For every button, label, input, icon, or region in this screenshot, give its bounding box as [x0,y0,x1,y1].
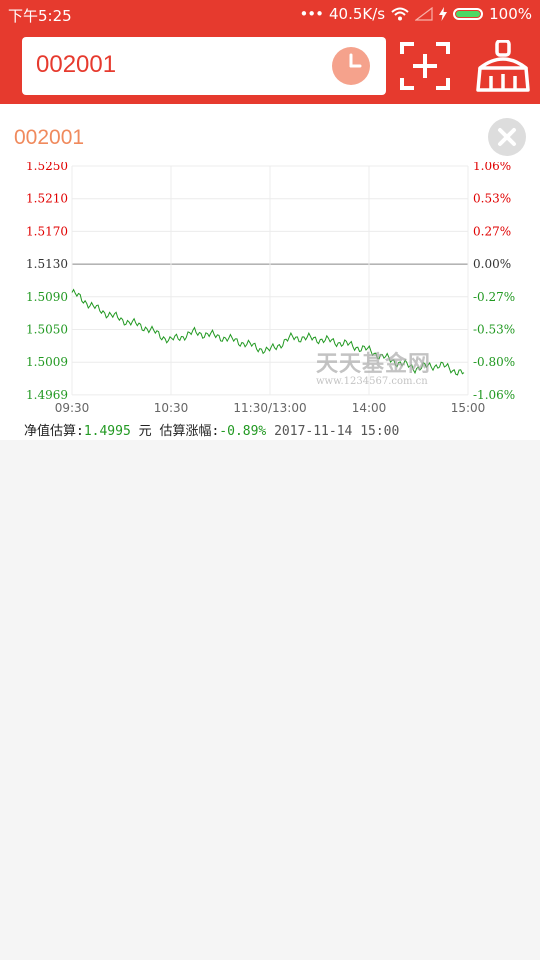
watermark-title: 天天基金网 [316,351,432,377]
y-tick-left: 1.5250 [26,162,68,173]
series-line [71,288,465,376]
y-tick-right: 0.27% [473,224,511,238]
network-speed: 40.5K/s [329,5,386,23]
date: 2017-11-14 [274,424,353,439]
y-tick-left: 1.5130 [26,257,68,271]
y-tick-left: 1.5210 [26,192,68,206]
clock-icon[interactable] [332,47,370,85]
add-frame-icon[interactable] [398,40,452,92]
battery-level: 100% [489,5,532,23]
chart-footer: 净值估算:1.4995 元 估算涨幅:-0.89% 2017-11-14 15:… [24,420,399,439]
dots-icon: ••• [299,5,324,23]
x-tick: 15:00 [451,401,486,415]
x-tick: 11:30/13:00 [233,401,306,415]
close-button[interactable] [488,118,526,156]
search-value[interactable]: 002001 [36,51,117,78]
wifi-icon [391,7,409,21]
y-tick-right: -0.80% [473,355,515,369]
nav-label: 净值估算: [24,424,84,439]
close-icon[interactable] [488,118,526,156]
y-tick-right: 0.00% [473,257,511,271]
charging-icon [439,7,448,21]
y-tick-right: -0.27% [473,290,515,304]
intraday-chart: 1.5250 1.06% 1.5210 0.53% 1.5170 0.27% 1.5130 0… [0,159,540,440]
fund-card: 002001 1.5250 1.06% 1.5210 0.53% 1.5170 0.27%… [0,104,540,440]
y-tick-left: 1.5090 [26,290,68,304]
add-button[interactable] [398,40,452,92]
status-right: ••• 40.5K/s 100% [299,5,532,23]
y-tick-left: 1.5050 [26,323,68,337]
status-bar: 下午5:25 ••• 40.5K/s 100% [0,0,540,28]
nav-unit: 元 [138,424,152,439]
x-tick: 14:00 [352,401,387,415]
y-tick-left: 1.5170 [26,224,68,238]
fund-code-title: 002001 [14,126,85,149]
y-tick-right: -1.06% [473,388,515,402]
chart-svg: 1.5250 1.06% 1.5210 0.53% 1.5170 0.27% 1.5130 0… [26,159,515,415]
change-label: 估算涨幅: [159,424,220,439]
y-tick-left: 1.4969 [26,388,68,402]
status-time: 下午5:25 [8,7,72,25]
y-tick-right: 0.53% [473,192,511,206]
battery-icon [453,8,484,20]
top-bar: 002001 [0,28,540,104]
y-tick-right: 1.06% [473,162,511,173]
time: 15:00 [360,424,400,439]
signal-icon [415,7,433,21]
change-value: -0.89% [219,424,267,439]
broom-icon[interactable] [474,39,532,92]
nav-value: 1.4995 [83,424,131,439]
clear-button[interactable] [474,39,530,92]
watermark: 天天基金网 www.1234567.com.cn [316,346,431,387]
search-input[interactable]: 002001 [22,37,386,95]
x-tick: 10:30 [154,401,189,415]
y-tick-right: -0.53% [473,323,515,337]
y-tick-left: 1.5009 [26,355,68,369]
x-tick: 09:30 [55,401,90,415]
watermark-url: www.1234567.com.cn [316,376,428,387]
